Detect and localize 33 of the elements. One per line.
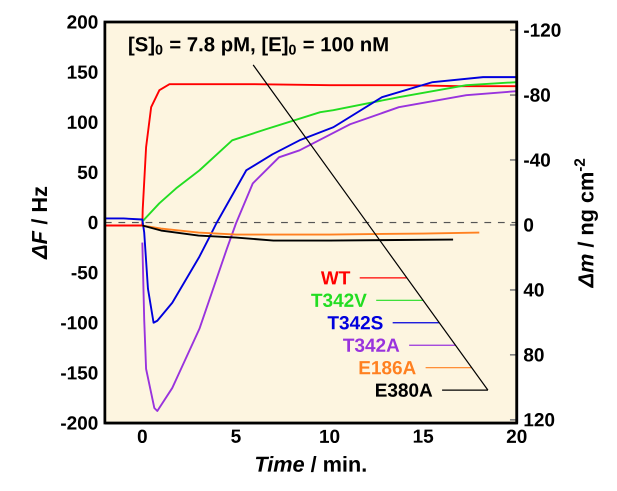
legend-label: E380A (376, 383, 432, 397)
legend-label: T342V (311, 294, 367, 308)
y2-tick-label: 0 (524, 218, 534, 232)
y-tick-label: -150 (61, 366, 98, 380)
y2-tick-label: -120 (524, 23, 561, 37)
line-series (141, 90, 517, 412)
y-tick-label: -50 (72, 266, 98, 280)
y-axis-title: ΔF / Hz (31, 186, 48, 260)
x-axis-title: Time / min. (256, 456, 366, 472)
y2-axis-title: Δm / ng cm$^{-2}$ (574, 158, 598, 288)
y-tick-label: 100 (68, 116, 98, 130)
legend-label: WT (320, 271, 350, 284)
y-tick-label: 0 (88, 216, 98, 230)
y-tick-label: 200 (67, 15, 98, 29)
line-series (141, 224, 480, 236)
y2-tick-label: -80 (524, 88, 550, 102)
y-tick-label: 50 (78, 166, 98, 180)
x-tick-label: 10 (320, 430, 340, 444)
x-tick-label: 15 (414, 430, 434, 443)
x-tick-label: 0 (138, 430, 147, 444)
y2-tick-label: 120 (524, 413, 554, 427)
legend-label: T342A (343, 338, 400, 352)
legend-label: E186A (360, 360, 416, 374)
y2-tick-label: -40 (524, 153, 550, 167)
y-tick-label: -100 (61, 316, 98, 330)
y-tick-label: -200 (61, 416, 98, 430)
x-tick-label: 20 (506, 430, 527, 444)
annotation: [S]$_{0}$ = 7.8 pM, [E]$_{0}$ = 100 nM (129, 36, 388, 56)
y2-tick-label: 40 (524, 283, 544, 297)
x-tick-label: 5 (231, 430, 241, 443)
legend-label: T342S (328, 316, 383, 330)
y-tick-label: 150 (68, 65, 98, 79)
y2-tick-label: 80 (524, 348, 544, 362)
